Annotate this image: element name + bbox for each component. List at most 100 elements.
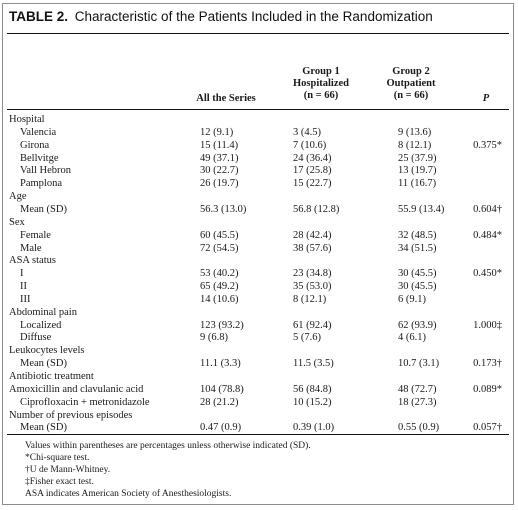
header-group2: Group 2 Outpatient (n = 66) — [363, 66, 459, 102]
cell-group2: 25 (37.9) — [398, 152, 437, 164]
footnote: †U de Mann-Whitney. — [25, 464, 111, 475]
cell-p-value: 0.173† — [473, 358, 502, 370]
cell-group2: 55.9 (13.4) — [398, 203, 445, 215]
cell-group1: 10 (15.2) — [293, 396, 332, 408]
row-label: Amoxicillin and clavulanic acid — [9, 383, 144, 395]
cell-group1: 56 (84.8) — [293, 383, 332, 395]
row-label: Bellvitge — [20, 152, 59, 164]
row-label: III — [20, 293, 31, 305]
row-label: Sex — [9, 216, 25, 228]
cell-group1: 17 (25.8) — [293, 165, 332, 177]
cell-group2: 13 (19.7) — [398, 165, 437, 177]
cell-p-value: 0.089* — [473, 383, 502, 395]
table-caption: Characteristic of the Patients Included … — [74, 9, 433, 24]
cell-group1: 35 (53.0) — [293, 281, 332, 293]
cell-group2: 0.55 (0.9) — [398, 422, 440, 434]
table-row: Ciprofloxacin + metronidazole 28 (21.2) 10… — [0, 396, 518, 409]
table-title: TABLE 2. Characteristic of the Patients … — [9, 9, 433, 24]
table-row: Sex — [0, 216, 518, 229]
header-group2-line3: (n = 66) — [393, 90, 429, 101]
table-row: Age — [0, 190, 518, 203]
cell-all-series: 26 (19.7) — [200, 178, 239, 190]
row-label: Mean (SD) — [20, 203, 67, 215]
cell-all-series: 65 (49.2) — [200, 281, 239, 293]
header-group1-line1: Group 1 — [302, 66, 340, 77]
table-row: Mean (SD) 0.47 (0.9) 0.39 (1.0) 0.55 (0.9) 0… — [0, 421, 518, 434]
cell-all-series: 104 (78.8) — [200, 383, 244, 395]
cell-all-series: 72 (54.5) — [200, 242, 239, 254]
table-row: Vall Hebron 30 (22.7) 17 (25.8) 13 (19.7) — [0, 164, 518, 177]
row-label: Abdominal pain — [9, 306, 77, 318]
cell-group1: 23 (34.8) — [293, 268, 332, 280]
cell-group2: 34 (51.5) — [398, 242, 437, 254]
row-label: Hospital — [9, 114, 45, 125]
cell-p-value: 0.450* — [473, 268, 502, 280]
row-label: Mean (SD) — [20, 358, 67, 370]
row-label: Vall Hebron — [20, 165, 72, 177]
table-row: Amoxicillin and clavulanic acid 104 (78.8… — [0, 383, 518, 396]
header-group2-line2: Outpatient — [386, 78, 436, 89]
row-label: Female — [20, 229, 51, 241]
table-row: Antibiotic treatment — [0, 370, 518, 383]
cell-p-value: 0.375* — [473, 139, 502, 151]
cell-all-series: 28 (21.2) — [200, 396, 239, 408]
row-label: Leukocytes levels — [9, 345, 85, 357]
cell-group1: 8 (12.1) — [293, 293, 327, 305]
table-row: Number of previous episodes — [0, 409, 518, 422]
cell-all-series: 12 (9.1) — [200, 126, 234, 138]
table-row: Localized 123 (93.2) 61 (92.4) 62 (93.9) 1.0… — [0, 319, 518, 332]
table-row: Leukocytes levels — [0, 344, 518, 357]
cell-group2: 48 (72.7) — [398, 383, 437, 395]
cell-group2: 18 (27.3) — [398, 396, 437, 408]
row-label: Ciprofloxacin + metronidazole — [20, 396, 150, 408]
table-row: I 53 (40.2) 23 (34.8) 30 (45.5) 0.450* — [0, 267, 518, 280]
row-label: Number of previous episodes — [9, 409, 133, 421]
table-row: III 14 (10.6) 8 (12.1) 6 (9.1) — [0, 293, 518, 306]
header-rule — [7, 109, 509, 110]
title-rule — [7, 33, 509, 34]
table-row: Pamplona 26 (19.7) 15 (22.7) 11 (16.7) — [0, 177, 518, 190]
cell-p-value: 0.057† — [473, 422, 502, 434]
footnote: ASA indicates American Society of Anesth… — [25, 488, 232, 499]
header-group2-line1: Group 2 — [392, 66, 430, 77]
header-p-label: P — [482, 93, 490, 104]
row-label: Localized — [20, 319, 62, 331]
cell-group2: 6 (9.1) — [398, 293, 426, 305]
cell-group1: 56.8 (12.8) — [293, 203, 340, 215]
footnote: ‡Fisher exact test. — [25, 476, 94, 487]
cell-group2: 30 (45.5) — [398, 268, 437, 280]
row-label: I — [20, 268, 24, 280]
cell-all-series: 14 (10.6) — [200, 293, 239, 305]
cell-group1: 28 (42.4) — [293, 229, 332, 241]
cell-group2: 4 (6.1) — [398, 332, 426, 344]
cell-group1: 0.39 (1.0) — [293, 422, 335, 434]
cell-p-value: 0.604† — [473, 203, 502, 215]
cell-all-series: 53 (40.2) — [200, 268, 239, 280]
header-group1-line2: Hospitalized — [292, 78, 349, 89]
table-row: ASA status — [0, 254, 518, 267]
cell-group1: 24 (36.4) — [293, 152, 332, 164]
header-group1-line3: (n = 66) — [303, 90, 339, 101]
cell-all-series: 56.3 (13.0) — [200, 203, 247, 215]
footnote: *Chi-square test. — [25, 452, 90, 463]
cell-group2: 10.7 (3.1) — [398, 358, 440, 370]
cell-p-value: 1.000‡ — [473, 319, 502, 331]
table-row: II 65 (49.2) 35 (53.0) 30 (45.5) — [0, 280, 518, 293]
cell-group1: 7 (10.6) — [293, 139, 327, 151]
row-label: Girona — [20, 139, 50, 151]
table-label: TABLE 2. — [9, 9, 69, 24]
footnote: Values within parentheses are percentage… — [25, 441, 311, 451]
cell-group1: 3 (4.5) — [293, 126, 321, 138]
row-label: Antibiotic treatment — [9, 371, 94, 382]
table-row: Abdominal pain — [0, 306, 518, 319]
cell-p-value: 0.484* — [473, 229, 502, 241]
header-group1: Group 1 Hospitalized (n = 66) — [271, 66, 371, 102]
table-row: Hospital — [0, 113, 518, 126]
row-label: Male — [20, 242, 42, 254]
cell-group1: 61 (92.4) — [293, 319, 332, 331]
cell-all-series: 60 (45.5) — [200, 229, 239, 241]
cell-group2: 9 (13.6) — [398, 126, 432, 138]
cell-group2: 11 (16.7) — [398, 178, 437, 190]
table-row: Male 72 (54.5) 38 (57.6) 34 (51.5) — [0, 242, 518, 255]
row-label: II — [20, 281, 27, 293]
